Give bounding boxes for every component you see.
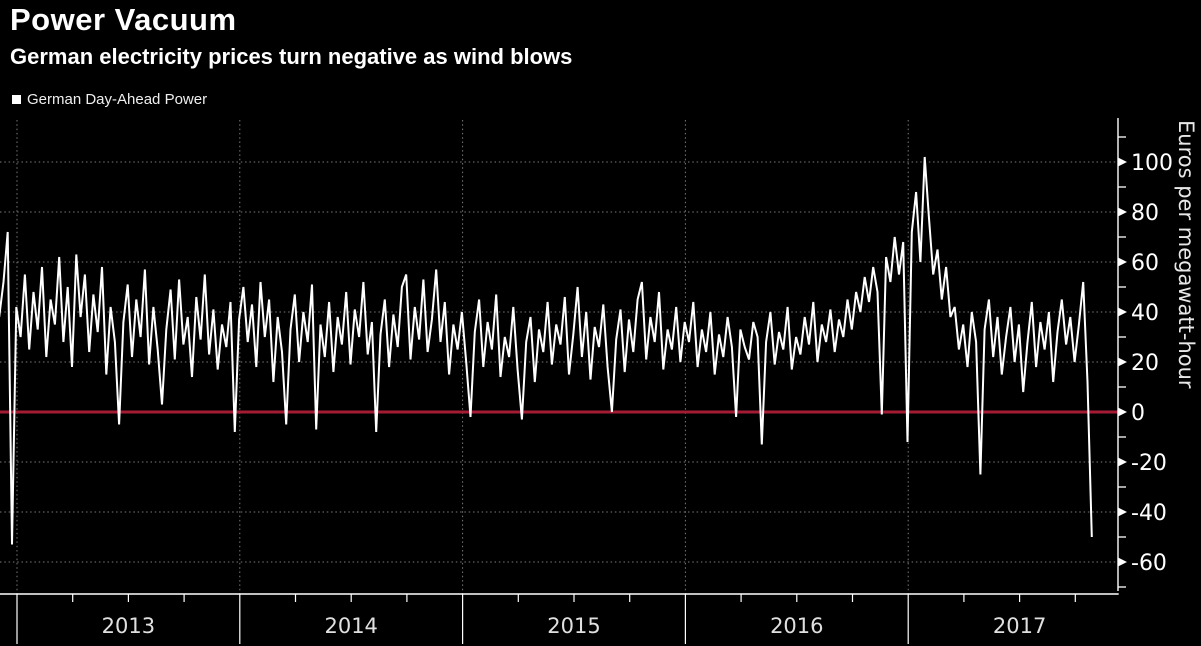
y-tick-label: -60 xyxy=(1131,551,1167,576)
y-major-tick-arrow xyxy=(1118,357,1127,367)
x-year-label: 2016 xyxy=(770,614,823,638)
x-year-label: 2017 xyxy=(993,614,1046,638)
y-major-tick-arrow xyxy=(1118,257,1127,267)
legend: German Day-Ahead Power xyxy=(12,91,207,108)
y-major-tick-arrow xyxy=(1118,307,1127,317)
y-major-tick-arrow xyxy=(1118,557,1127,567)
y-tick-label: 100 xyxy=(1131,151,1173,176)
chart-subtitle: German electricity prices turn negative … xyxy=(10,44,573,69)
x-year-label: 2014 xyxy=(324,614,377,638)
y-tick-label: 20 xyxy=(1131,351,1159,376)
legend-label: German Day-Ahead Power xyxy=(27,91,208,108)
y-axis-title: Euros per megawatt-hour xyxy=(1174,120,1198,389)
y-tick-label: -40 xyxy=(1131,501,1167,526)
y-major-tick-arrow xyxy=(1118,507,1127,517)
y-tick-label: 80 xyxy=(1131,201,1159,226)
x-year-label: 2015 xyxy=(547,614,600,638)
y-major-tick-arrow xyxy=(1118,207,1127,217)
y-tick-label: 0 xyxy=(1131,401,1145,426)
y-tick-label: 60 xyxy=(1131,251,1159,276)
y-tick-label: -20 xyxy=(1131,451,1167,476)
y-major-tick-arrow xyxy=(1118,157,1127,167)
legend-swatch-icon xyxy=(12,95,21,104)
x-year-label: 2013 xyxy=(102,614,155,638)
y-tick-label: 40 xyxy=(1131,301,1159,326)
y-major-tick-arrow xyxy=(1118,457,1127,467)
chart-title: Power Vacuum xyxy=(10,2,237,37)
y-major-tick-arrow xyxy=(1118,407,1127,417)
price-series-line xyxy=(0,156,1093,545)
